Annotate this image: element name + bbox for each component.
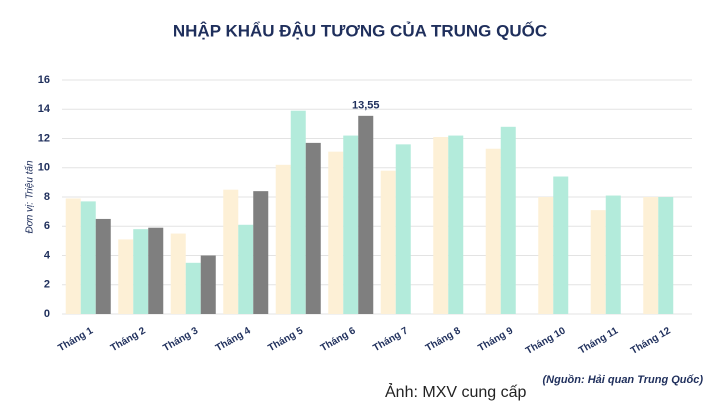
chart-title: NHẬP KHẨU ĐẬU TƯƠNG CỦA TRUNG QUỐC [173, 20, 547, 40]
y-tick-label: 12 [38, 132, 50, 144]
x-tick-label: Tháng 8 [424, 325, 463, 354]
bar [358, 115, 374, 314]
bar [343, 135, 359, 314]
bar [395, 144, 411, 314]
bar [290, 110, 306, 315]
x-tick-label: Tháng 2 [109, 325, 148, 354]
bar [553, 176, 569, 314]
bar [148, 227, 164, 314]
x-tick-label: Tháng 10 [524, 325, 568, 357]
bar [433, 137, 449, 314]
x-tick-label: Tháng 7 [371, 325, 410, 354]
bar [118, 239, 134, 314]
bar [275, 164, 291, 314]
bar [170, 233, 186, 314]
y-tick-label: 14 [38, 103, 51, 115]
bar [605, 195, 621, 314]
bar [658, 197, 674, 314]
bar [133, 229, 149, 314]
data-label: 13,55 [352, 100, 380, 112]
y-tick-label: 10 [38, 162, 50, 174]
x-tick-label: Tháng 9 [476, 325, 515, 354]
y-tick-label: 4 [44, 249, 51, 261]
y-tick-label: 8 [44, 191, 50, 203]
bar [485, 148, 501, 314]
x-tick-label: Tháng 11 [577, 325, 620, 356]
x-tick-label: Tháng 12 [629, 325, 673, 357]
y-tick-label: 2 [44, 279, 50, 291]
x-tick-label: Tháng 3 [161, 325, 200, 354]
source-note: (Nguồn: Hải quan Trung Quốc) [543, 374, 704, 386]
bar [223, 189, 239, 314]
bar [500, 126, 516, 314]
x-tick-label: Tháng 6 [319, 325, 358, 354]
bar [538, 197, 554, 314]
y-tick-label: 0 [44, 308, 50, 320]
bar [80, 201, 96, 314]
bar [95, 218, 111, 314]
bar [448, 135, 464, 314]
caption: Ảnh: MXV cung cấp [385, 382, 527, 401]
y-tick-label: 6 [44, 220, 50, 232]
bar [305, 142, 321, 314]
bar [185, 262, 201, 314]
y-tick-label: 16 [38, 74, 50, 86]
x-tick-label: Tháng 1 [56, 325, 95, 354]
x-tick-label: Tháng 4 [214, 325, 253, 354]
bar [253, 191, 269, 314]
bar [65, 198, 81, 314]
bar [200, 255, 216, 314]
bar [590, 210, 606, 314]
bar [238, 224, 254, 314]
bar [643, 197, 659, 314]
y-axis-label: Đơn vị: Triệu tấn [24, 160, 36, 234]
bar [328, 151, 344, 314]
bar [380, 170, 396, 314]
x-tick-label: Tháng 5 [266, 325, 305, 354]
